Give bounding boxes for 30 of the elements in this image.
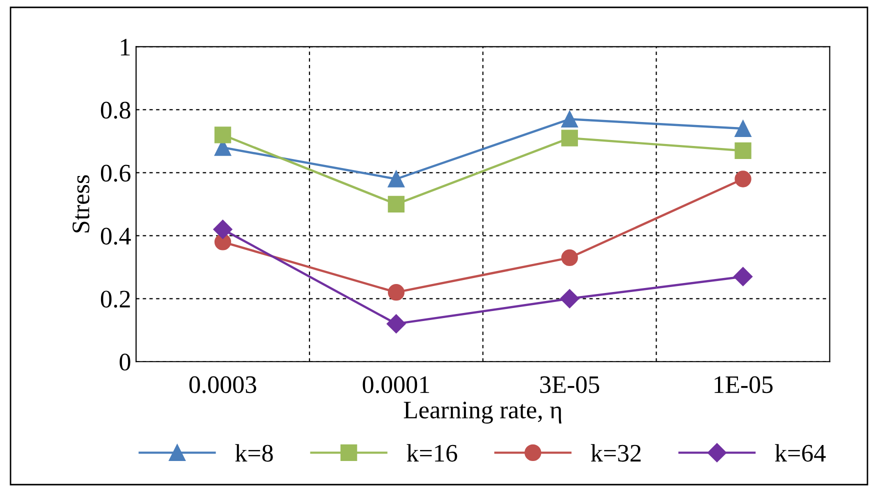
- y-tick-label: 0.8: [100, 102, 130, 119]
- x-tick-label: 0.0001: [362, 376, 430, 394]
- point: [388, 284, 405, 301]
- y-tick-label: 0.4: [100, 228, 131, 245]
- point: [388, 196, 405, 213]
- legend-label: k=32: [590, 444, 641, 462]
- x-tick-label: 1E-05: [714, 376, 773, 394]
- point: [734, 142, 752, 159]
- y-axis-title: Stress: [72, 175, 90, 232]
- y-tick-label: 0: [120, 354, 130, 371]
- point: [214, 126, 232, 144]
- y-tick-label: 1: [120, 38, 130, 56]
- point: [560, 289, 580, 308]
- y-tick-label: 0.6: [100, 164, 130, 182]
- point: [386, 314, 406, 334]
- point: [733, 267, 753, 286]
- point: [213, 220, 232, 239]
- x-axis-title: Learning rate, η: [404, 402, 562, 424]
- x-tick-label: 0.0003: [189, 376, 256, 394]
- point: [561, 249, 578, 266]
- x-tick-label: 3E-05: [540, 376, 600, 394]
- y-tick-label: 0.2: [100, 290, 130, 308]
- legend-label: k=64: [774, 444, 826, 462]
- point: [734, 120, 752, 137]
- point: [561, 110, 578, 128]
- point: [388, 170, 405, 188]
- point: [734, 170, 752, 188]
- legend-label: k=8: [235, 444, 273, 462]
- point: [561, 130, 578, 146]
- legend-label: k=16: [406, 444, 458, 462]
